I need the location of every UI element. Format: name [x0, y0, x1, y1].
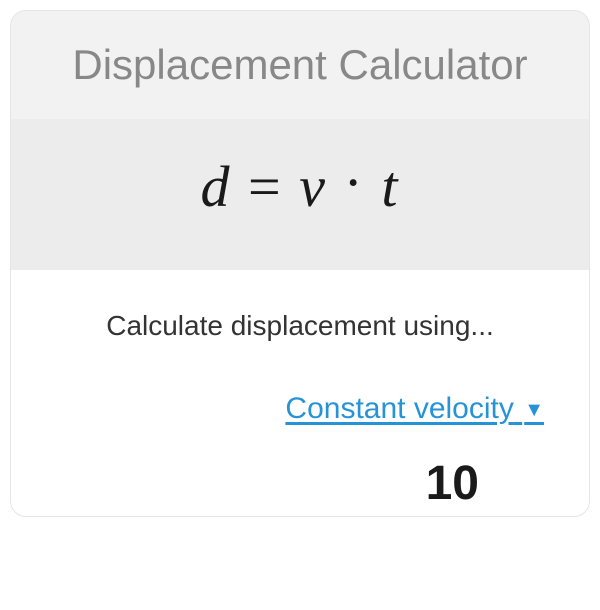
calculator-title: Displacement Calculator: [11, 11, 589, 119]
mode-selector[interactable]: Constant velocity ▼: [285, 392, 544, 426]
formula-var-t: t: [381, 154, 399, 219]
formula-var-v: v: [299, 154, 327, 219]
peek-value: 10: [426, 456, 479, 511]
formula-var-d: d: [201, 154, 232, 219]
mode-selector-label: Constant velocity: [285, 392, 513, 425]
next-row-peek: 10: [11, 456, 589, 516]
formula-equals: =: [248, 154, 299, 219]
selector-row: Constant velocity ▼: [11, 372, 589, 456]
subtitle-text: Calculate displacement using...: [11, 270, 589, 372]
formula-dot: ·: [344, 150, 382, 215]
chevron-down-icon: ▼: [524, 399, 544, 421]
content-area: Calculate displacement using... Constant…: [11, 270, 589, 516]
calculator-card: Displacement Calculator d = v · t Calcul…: [10, 10, 590, 517]
formula-display: d = v · t: [11, 119, 589, 270]
